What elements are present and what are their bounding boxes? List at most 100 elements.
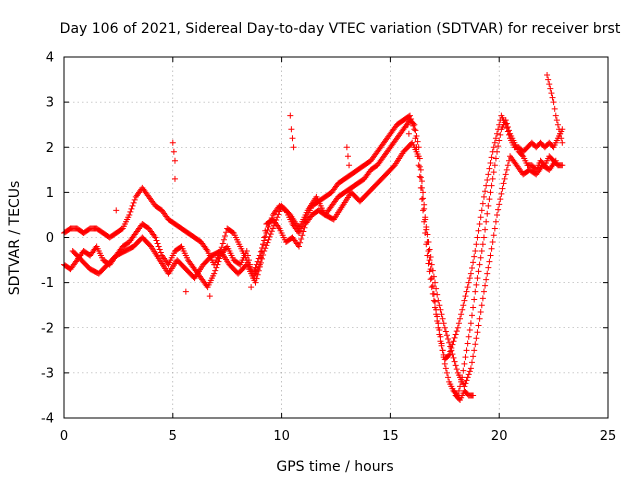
data-point (171, 157, 178, 164)
data-point (418, 196, 425, 203)
data-point (446, 351, 453, 358)
data-point (442, 365, 449, 372)
data-point (450, 354, 457, 361)
data-point (409, 119, 416, 126)
data-point (289, 135, 296, 142)
data-point (430, 273, 437, 280)
data-point (424, 252, 431, 259)
data-point (443, 369, 450, 376)
y-tick-label: 0 (46, 231, 54, 246)
data-point (553, 117, 560, 124)
data-point (454, 324, 461, 331)
data-point (433, 285, 440, 292)
data-point (220, 236, 227, 243)
data-point (504, 128, 511, 135)
data-point (497, 131, 504, 138)
data-point (550, 99, 557, 106)
data-point (474, 234, 481, 241)
data-point (156, 246, 163, 253)
y-tick-label: -3 (41, 366, 54, 381)
data-point (466, 275, 473, 282)
data-point (429, 290, 436, 297)
data-point (476, 220, 483, 227)
data-point (416, 163, 423, 170)
data-point (265, 236, 272, 243)
data-point (452, 362, 459, 369)
data-point (410, 122, 417, 129)
data-point (480, 193, 487, 200)
data-points (61, 72, 566, 403)
data-point (505, 131, 512, 138)
data-point (406, 112, 413, 119)
data-point (490, 169, 497, 176)
data-point (450, 338, 457, 345)
y-tick-label: -4 (41, 412, 54, 427)
data-point (504, 162, 511, 169)
x-tick-label: 0 (60, 429, 68, 444)
data-point (491, 139, 498, 146)
data-point (473, 335, 480, 342)
data-point (495, 126, 502, 133)
data-point (261, 248, 268, 255)
data-point (545, 76, 552, 83)
data-point (218, 244, 225, 251)
data-point (288, 126, 295, 133)
data-point (269, 225, 276, 232)
data-point (434, 317, 441, 324)
data-point (118, 226, 125, 233)
data-point (346, 162, 353, 169)
data-point (558, 135, 565, 142)
data-point (438, 311, 445, 318)
data-point (470, 353, 477, 360)
data-point (463, 288, 470, 295)
y-axis-label: SDTVAR / TECUs (7, 181, 23, 296)
data-point (182, 288, 189, 295)
y-tick-label: 3 (46, 96, 54, 111)
data-point (489, 175, 496, 182)
data-point (552, 112, 559, 119)
data-point (153, 237, 160, 244)
data-point (263, 242, 270, 249)
data-point (490, 144, 497, 151)
data-point (256, 263, 263, 270)
data-point (469, 312, 475, 319)
data-point (298, 236, 305, 243)
data-point (488, 245, 495, 252)
data-point (480, 288, 487, 295)
data-point (429, 267, 436, 274)
data-point (462, 293, 469, 300)
data-point (268, 214, 275, 221)
data-point (486, 196, 493, 203)
data-point (469, 359, 475, 366)
data-point (415, 153, 422, 160)
data-point (477, 214, 484, 221)
data-point (446, 339, 453, 346)
data-point (253, 261, 260, 268)
data-point (490, 232, 497, 239)
data-point (432, 298, 439, 305)
data-point (472, 341, 479, 348)
data-point (489, 239, 496, 246)
x-tick-label: 15 (382, 429, 399, 444)
data-point (404, 121, 411, 128)
data-point (552, 157, 559, 164)
data-point (471, 347, 478, 354)
data-point (254, 258, 261, 265)
data-point (253, 275, 260, 282)
data-point (171, 175, 178, 182)
data-point (427, 254, 434, 261)
x-tick-label: 10 (273, 429, 290, 444)
data-point (300, 228, 307, 235)
data-point (268, 228, 275, 235)
data-point (487, 252, 494, 259)
data-point (445, 336, 452, 343)
data-point (420, 189, 427, 196)
data-point (255, 267, 262, 274)
data-point (452, 331, 459, 338)
data-point (443, 332, 450, 339)
data-point (464, 340, 471, 347)
data-point (472, 248, 479, 255)
data-point (211, 270, 218, 277)
data-point (435, 297, 442, 304)
